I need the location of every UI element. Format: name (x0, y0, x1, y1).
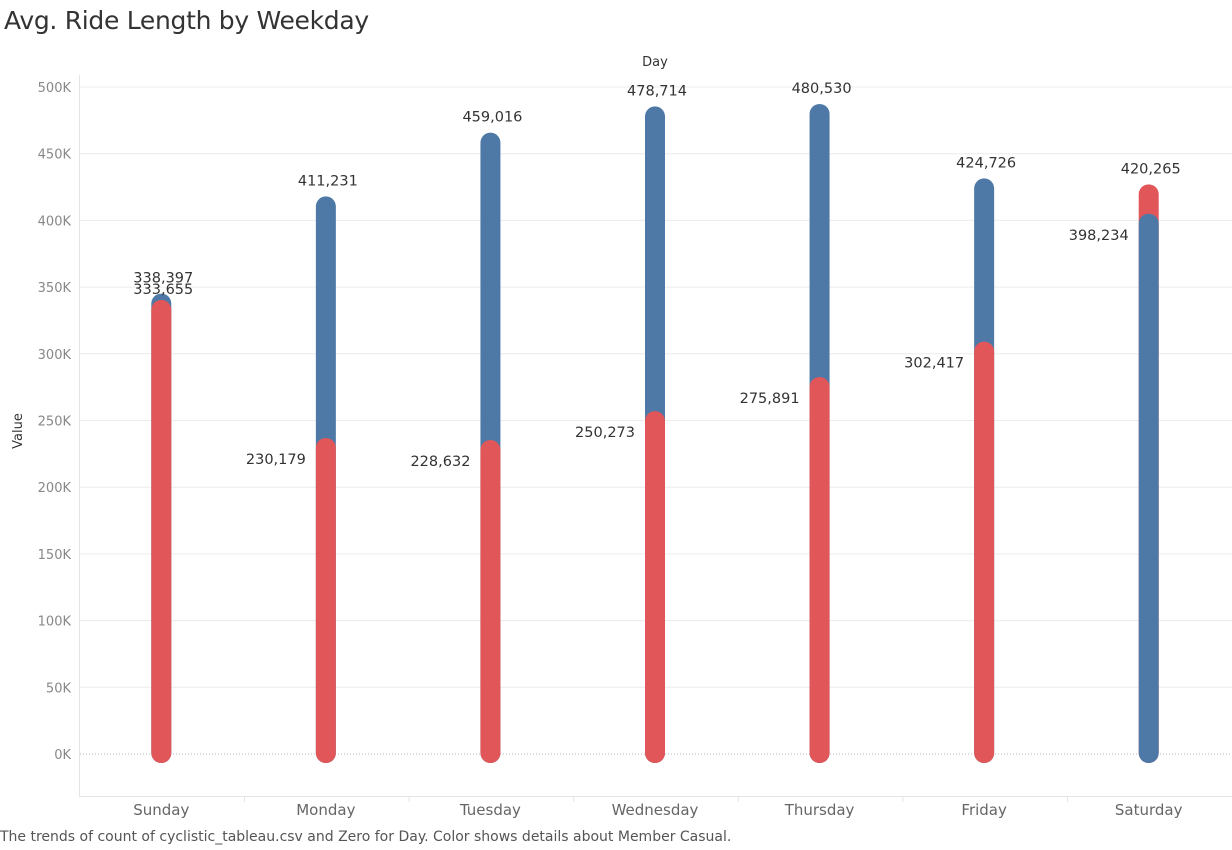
x-axis-categories: Sunday Monday Tuesday Wednesday Thursday Frid… (133, 801, 1182, 819)
chart-title: Avg. Ride Length by Weekday (4, 6, 369, 35)
y-axis-ticks: 0K 50K 100K 150K 200K 250K 300K 350K 400K 450K 500… (38, 81, 72, 763)
x-axis-title: Day (642, 55, 668, 70)
x-category-label: Tuesday (459, 801, 521, 819)
x-category-label: Saturday (1115, 801, 1183, 819)
y-tick-label: 300K (38, 348, 72, 363)
y-tick-label: 400K (38, 214, 72, 229)
data-label-top: 420,265 (1121, 161, 1181, 177)
bar-member-wednesday[interactable] (645, 411, 665, 763)
y-tick-label: 200K (38, 481, 72, 496)
data-label-bottom: 398,234 (1069, 228, 1129, 244)
y-tick-label: 350K (38, 281, 72, 296)
data-label-bottom: 230,179 (246, 452, 306, 468)
chart-caption: The trends of count of cyclistic_tableau… (0, 829, 732, 845)
x-category-label: Monday (296, 801, 355, 819)
x-category-label: Friday (961, 801, 1007, 819)
y-tick-label: 500K (38, 81, 72, 96)
y-axis-title: Value (11, 413, 26, 449)
bar-casual-saturday[interactable] (1138, 213, 1159, 763)
y-tick-label: 0K (54, 748, 71, 763)
x-category-label: Wednesday (612, 801, 699, 819)
bar-member-monday[interactable] (315, 437, 336, 763)
data-label-bottom: 250,273 (575, 425, 635, 441)
data-label-bottom: 333,655 (133, 282, 193, 298)
data-label-top: 459,016 (462, 110, 522, 126)
y-tick-label: 250K (38, 415, 72, 430)
data-label-bottom: 302,417 (904, 356, 964, 372)
y-tick-label: 150K (38, 548, 72, 563)
x-category-label: Sunday (133, 801, 189, 819)
bar-member-tuesday[interactable] (480, 440, 501, 763)
bar-member-friday[interactable] (974, 341, 995, 763)
data-label-bottom: 228,632 (410, 454, 470, 470)
y-tick-label: 100K (38, 615, 72, 630)
y-tick-label: 50K (46, 681, 72, 696)
bar-member-sunday[interactable] (151, 299, 172, 763)
data-label-top: 411,231 (298, 173, 358, 189)
data-label-top: 480,530 (792, 81, 852, 97)
data-label-top: 424,726 (956, 155, 1016, 171)
x-category-label: Thursday (784, 801, 855, 819)
data-label-top: 338,397 (133, 271, 193, 287)
data-label-top: 478,714 (627, 83, 687, 99)
bars (151, 103, 1159, 764)
y-tick-label: 450K (38, 148, 72, 163)
bar-member-thursday[interactable] (809, 376, 830, 763)
data-label-bottom: 275,891 (740, 391, 800, 407)
